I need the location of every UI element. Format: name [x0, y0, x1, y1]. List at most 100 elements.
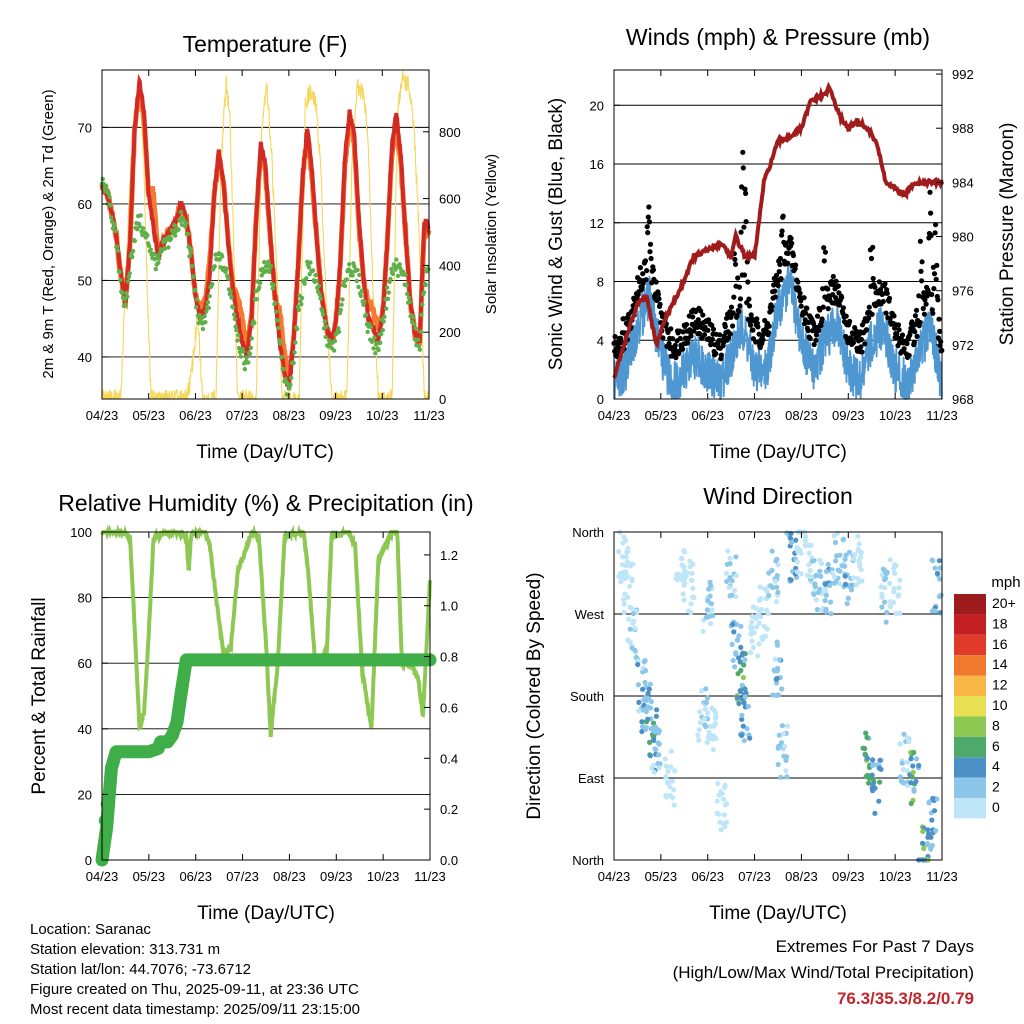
dewpoint-point — [157, 256, 162, 261]
gust-point — [804, 305, 810, 311]
plot-border — [101, 531, 431, 861]
direction-point — [776, 732, 782, 738]
direction-point — [729, 641, 735, 648]
direction-point — [733, 650, 739, 656]
gust-point — [743, 219, 749, 225]
direction-point — [739, 712, 745, 718]
dewpoint-point — [307, 272, 312, 277]
dewpoint-point — [310, 268, 316, 273]
direction-point — [910, 763, 916, 769]
dewpoint-point — [331, 348, 337, 353]
dewpoint-point — [200, 326, 206, 332]
direction-point — [864, 755, 871, 762]
dewpoint-point — [130, 248, 136, 254]
direction-point — [647, 739, 653, 746]
gust-point — [803, 310, 809, 316]
direction-point — [733, 594, 739, 600]
gust-point — [705, 317, 712, 323]
direction-point — [720, 796, 727, 802]
dewpoint-point — [228, 289, 233, 294]
direction-point — [837, 568, 843, 574]
direction-point — [710, 613, 716, 619]
gust-point — [657, 301, 663, 307]
direction-point — [936, 558, 943, 564]
dewpoint-point — [355, 267, 360, 273]
direction-point — [897, 774, 904, 780]
direction-point — [887, 604, 894, 610]
dewpoint-point — [358, 293, 364, 299]
dewpoint-point — [268, 264, 274, 269]
direction-point — [657, 761, 663, 767]
direction-point — [748, 624, 754, 630]
x-tick-label: 06/23 — [691, 408, 724, 423]
direction-point — [621, 534, 627, 540]
gust-point — [685, 340, 691, 346]
x-tick-label: 04/23 — [598, 408, 631, 423]
gust-point — [760, 337, 766, 343]
legend-label: 18 — [992, 615, 1008, 631]
winds-title: Winds (mph) & Pressure (mb) — [626, 24, 930, 50]
legend-swatch — [954, 798, 986, 819]
dewpoint-point — [137, 224, 142, 229]
direction-point — [937, 565, 943, 571]
direction-point — [756, 597, 762, 604]
direction-point — [818, 573, 824, 579]
dewpoint-point — [296, 307, 301, 313]
legend-label: 16 — [992, 636, 1008, 652]
gust-point — [673, 355, 679, 361]
direction-point — [862, 751, 868, 757]
direction-point — [721, 812, 728, 818]
dewpoint-point — [418, 329, 423, 334]
direction-point — [662, 756, 668, 762]
dewpoint-point — [384, 285, 390, 290]
direction-point — [896, 585, 902, 591]
direction-point — [656, 765, 662, 771]
humidity-panel: 04/23 05/23 06/23 07/23 08/23 09/23 10/23 11/23… — [29, 490, 474, 924]
direction-point — [681, 548, 687, 554]
gust-point — [750, 327, 756, 333]
gust-point — [802, 321, 808, 327]
direction-point — [645, 704, 651, 710]
y-tick-label: 0 — [597, 392, 604, 407]
direction-point — [761, 623, 767, 630]
y-tick-label: 70 — [78, 120, 92, 135]
direction-point — [910, 769, 916, 776]
gust-point — [870, 275, 876, 282]
direction-point — [887, 557, 894, 563]
direction-point — [858, 567, 864, 573]
gust-point — [708, 341, 714, 347]
direction-point — [759, 634, 765, 640]
direction-title: Wind Direction — [703, 483, 853, 509]
dewpoint-point — [231, 312, 237, 317]
direction-point — [817, 586, 823, 592]
dewpoint-point — [316, 283, 322, 288]
gust-point — [777, 261, 783, 268]
dewpoint-point — [317, 292, 322, 297]
gust-point — [735, 275, 741, 281]
dewpoint-point — [194, 305, 199, 310]
direction-legend-title: mph — [991, 574, 1020, 591]
extremes-block: Extremes For Past 7 Days (High/Low/Max W… — [673, 934, 974, 1012]
dewpoint-point — [294, 326, 300, 332]
gust-point — [779, 228, 785, 234]
direction-point — [696, 727, 702, 733]
gust-point — [934, 262, 940, 268]
dewpoint-point — [292, 350, 297, 355]
gust-point — [728, 304, 735, 310]
direction-point — [870, 762, 876, 769]
gust-point — [642, 258, 649, 264]
dewpoint-point — [276, 325, 281, 331]
direction-point — [722, 782, 728, 788]
gust-point — [927, 189, 933, 195]
direction-point — [913, 756, 920, 762]
temp-2m-line — [100, 73, 431, 387]
gust-point — [813, 332, 820, 338]
gust-point — [906, 352, 912, 359]
direction-point — [823, 592, 830, 598]
direction-point — [708, 601, 715, 607]
gust-point — [862, 341, 868, 347]
gust-point — [746, 296, 752, 302]
direction-point — [775, 745, 781, 751]
direction-point — [879, 604, 885, 610]
direction-point — [735, 671, 741, 677]
